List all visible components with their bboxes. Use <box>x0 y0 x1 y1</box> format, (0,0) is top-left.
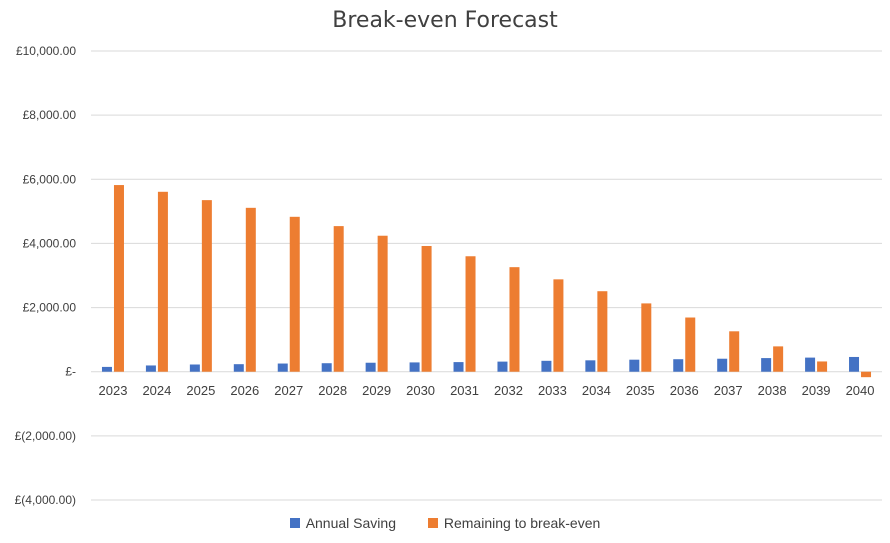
x-tick-label: 2029 <box>362 383 391 398</box>
legend-item-remaining: Remaining to break-even <box>427 515 601 531</box>
bar-annual-saving <box>101 366 112 372</box>
bar-annual-saving <box>365 362 376 372</box>
x-tick-label: 2037 <box>714 383 743 398</box>
bar-remaining-to-break-even <box>465 256 476 372</box>
x-tick-label: 2023 <box>99 383 128 398</box>
bar-annual-saving <box>145 365 156 372</box>
bar-annual-saving <box>233 364 244 372</box>
x-tick-label: 2024 <box>142 383 171 398</box>
chart-title: Break-even Forecast <box>332 8 558 33</box>
x-tick-label: 2035 <box>626 383 655 398</box>
bar-remaining-to-break-even <box>377 235 388 372</box>
bar-annual-saving <box>761 358 772 372</box>
x-tick-label: 2026 <box>230 383 259 398</box>
bar-annual-saving <box>453 362 464 372</box>
y-tick-label: £8,000.00 <box>23 108 77 122</box>
x-tick-label: 2034 <box>582 383 611 398</box>
legend-label-annual-saving: Annual Saving <box>305 515 396 531</box>
bar-remaining-to-break-even <box>597 291 608 372</box>
bar-remaining-to-break-even <box>641 303 652 372</box>
y-tick-label: £10,000.00 <box>16 44 76 58</box>
y-tick-label: £(2,000.00) <box>15 429 76 443</box>
bar-annual-saving <box>629 359 640 372</box>
bar-annual-saving <box>277 363 288 372</box>
x-tick-label: 2032 <box>494 383 523 398</box>
bar-annual-saving <box>321 363 332 372</box>
bar-remaining-to-break-even <box>157 191 168 372</box>
bar-remaining-to-break-even <box>245 207 256 372</box>
bar-annual-saving <box>849 356 860 372</box>
legend-swatch-annual-saving <box>289 518 300 528</box>
bar-remaining-to-break-even <box>289 216 300 372</box>
bar-annual-saving <box>673 359 684 372</box>
y-tick-label: £(4,000.00) <box>15 493 76 507</box>
bar-remaining-to-break-even <box>113 185 124 372</box>
x-tick-label: 2025 <box>186 383 215 398</box>
bar-remaining-to-break-even <box>553 279 564 372</box>
bar-remaining-to-break-even <box>861 371 872 378</box>
bar-remaining-to-break-even <box>509 267 520 372</box>
y-tick-label: £4,000.00 <box>23 236 77 250</box>
x-tick-label: 2027 <box>274 383 303 398</box>
bar-remaining-to-break-even <box>201 200 212 372</box>
x-tick-label: 2039 <box>802 383 831 398</box>
x-tick-label: 2040 <box>846 383 875 398</box>
legend-swatch-remaining <box>427 518 438 528</box>
y-tick-label: £2,000.00 <box>23 301 77 315</box>
bar-remaining-to-break-even <box>333 226 344 372</box>
bar-annual-saving <box>189 364 200 372</box>
x-tick-label: 2033 <box>538 383 567 398</box>
bar-annual-saving <box>409 362 420 372</box>
y-tick-label: £6,000.00 <box>23 172 77 186</box>
y-tick-label: £- <box>65 365 76 379</box>
bar-annual-saving <box>585 360 596 372</box>
bar-annual-saving <box>541 360 552 372</box>
bar-remaining-to-break-even <box>421 245 432 372</box>
bar-remaining-to-break-even <box>685 317 696 372</box>
bar-annual-saving <box>717 358 728 372</box>
x-tick-label: 2030 <box>406 383 435 398</box>
x-tick-label: 2031 <box>450 383 479 398</box>
bar-remaining-to-break-even <box>729 331 740 372</box>
legend: Annual Saving Remaining to break-even <box>0 515 890 531</box>
legend-label-remaining: Remaining to break-even <box>443 515 601 531</box>
bar-remaining-to-break-even <box>773 346 784 372</box>
bar-remaining-to-break-even <box>817 361 828 372</box>
x-tick-label: 2038 <box>758 383 787 398</box>
x-tick-label: 2036 <box>670 383 699 398</box>
x-tick-label: 2028 <box>318 383 347 398</box>
bar-annual-saving <box>497 361 508 372</box>
bar-annual-saving <box>805 357 816 372</box>
legend-item-annual-saving: Annual Saving <box>289 515 396 531</box>
